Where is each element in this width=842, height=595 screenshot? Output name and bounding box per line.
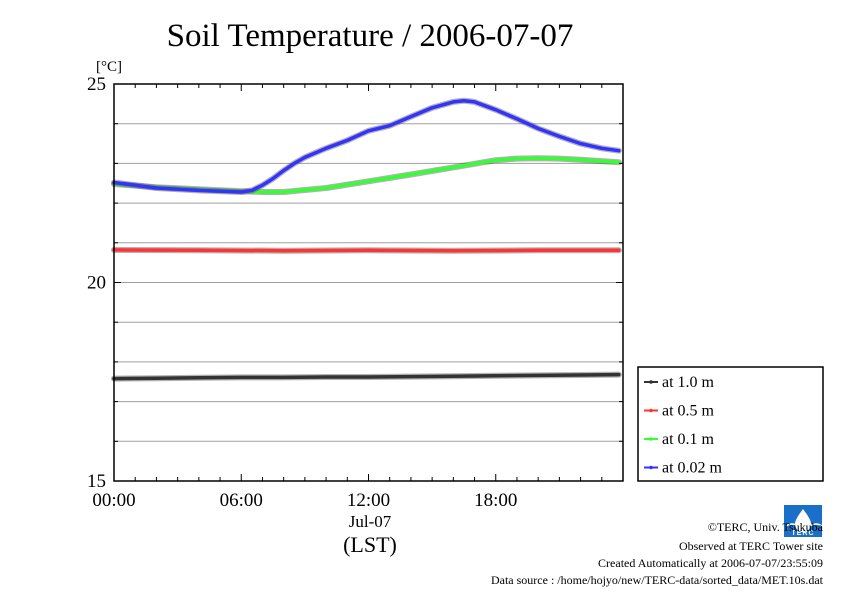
series-line-1 bbox=[112, 248, 621, 253]
axis-tick-labels: 00:00 06:00 12:00 18:00 15 20 25 bbox=[87, 74, 517, 511]
y-tick-label: 20 bbox=[87, 273, 106, 294]
terc-logo: TERC bbox=[784, 505, 823, 537]
x-axis-date-label: Jul-07 bbox=[349, 512, 392, 531]
legend-marker bbox=[649, 408, 653, 413]
credit-observed: Observed at TERC Tower site bbox=[679, 539, 823, 553]
logo-text: TERC bbox=[791, 530, 814, 537]
x-tick-label: 12:00 bbox=[347, 490, 390, 511]
series-shadow-3 bbox=[111, 97, 622, 195]
series-line-3 bbox=[112, 98, 621, 194]
y-axis-unit-label: [°C] bbox=[96, 59, 122, 75]
legend-label: at 1.0 m bbox=[662, 374, 715, 391]
chart-title: Soil Temperature / 2006-07-07 bbox=[167, 18, 574, 54]
axis-ticks bbox=[113, 83, 624, 482]
legend-label: at 0.1 m bbox=[662, 431, 715, 448]
credit-created: Created Automatically at 2006-07-07/23:5… bbox=[598, 556, 823, 570]
series-line-0 bbox=[112, 372, 621, 381]
credit-copyright: ©TERC, Univ. Tsukuba bbox=[708, 520, 824, 534]
x-tick-label: 00:00 bbox=[92, 490, 135, 511]
legend-marker bbox=[649, 465, 653, 470]
y-tick-label: 25 bbox=[87, 74, 106, 95]
wave-icon bbox=[785, 523, 823, 529]
credit-data-source: Data source : /home/hojyo/new/TERC-data/… bbox=[491, 573, 824, 587]
legend-box bbox=[637, 366, 824, 482]
x-axis-label: (LST) bbox=[343, 532, 397, 557]
grid-lines bbox=[114, 83, 623, 482]
legend-marker bbox=[649, 380, 653, 384]
y-tick-label: 15 bbox=[87, 471, 106, 492]
legend: at 1.0 m at 0.5 m at 0.1 m at 0.02 m bbox=[637, 366, 824, 482]
legend-marker bbox=[649, 437, 653, 441]
series-lines bbox=[111, 97, 622, 382]
x-tick-label: 18:00 bbox=[474, 490, 517, 511]
legend-label: at 0.02 m bbox=[662, 460, 723, 477]
x-tick-label: 06:00 bbox=[220, 490, 263, 511]
legend-label: at 0.5 m bbox=[662, 403, 715, 420]
